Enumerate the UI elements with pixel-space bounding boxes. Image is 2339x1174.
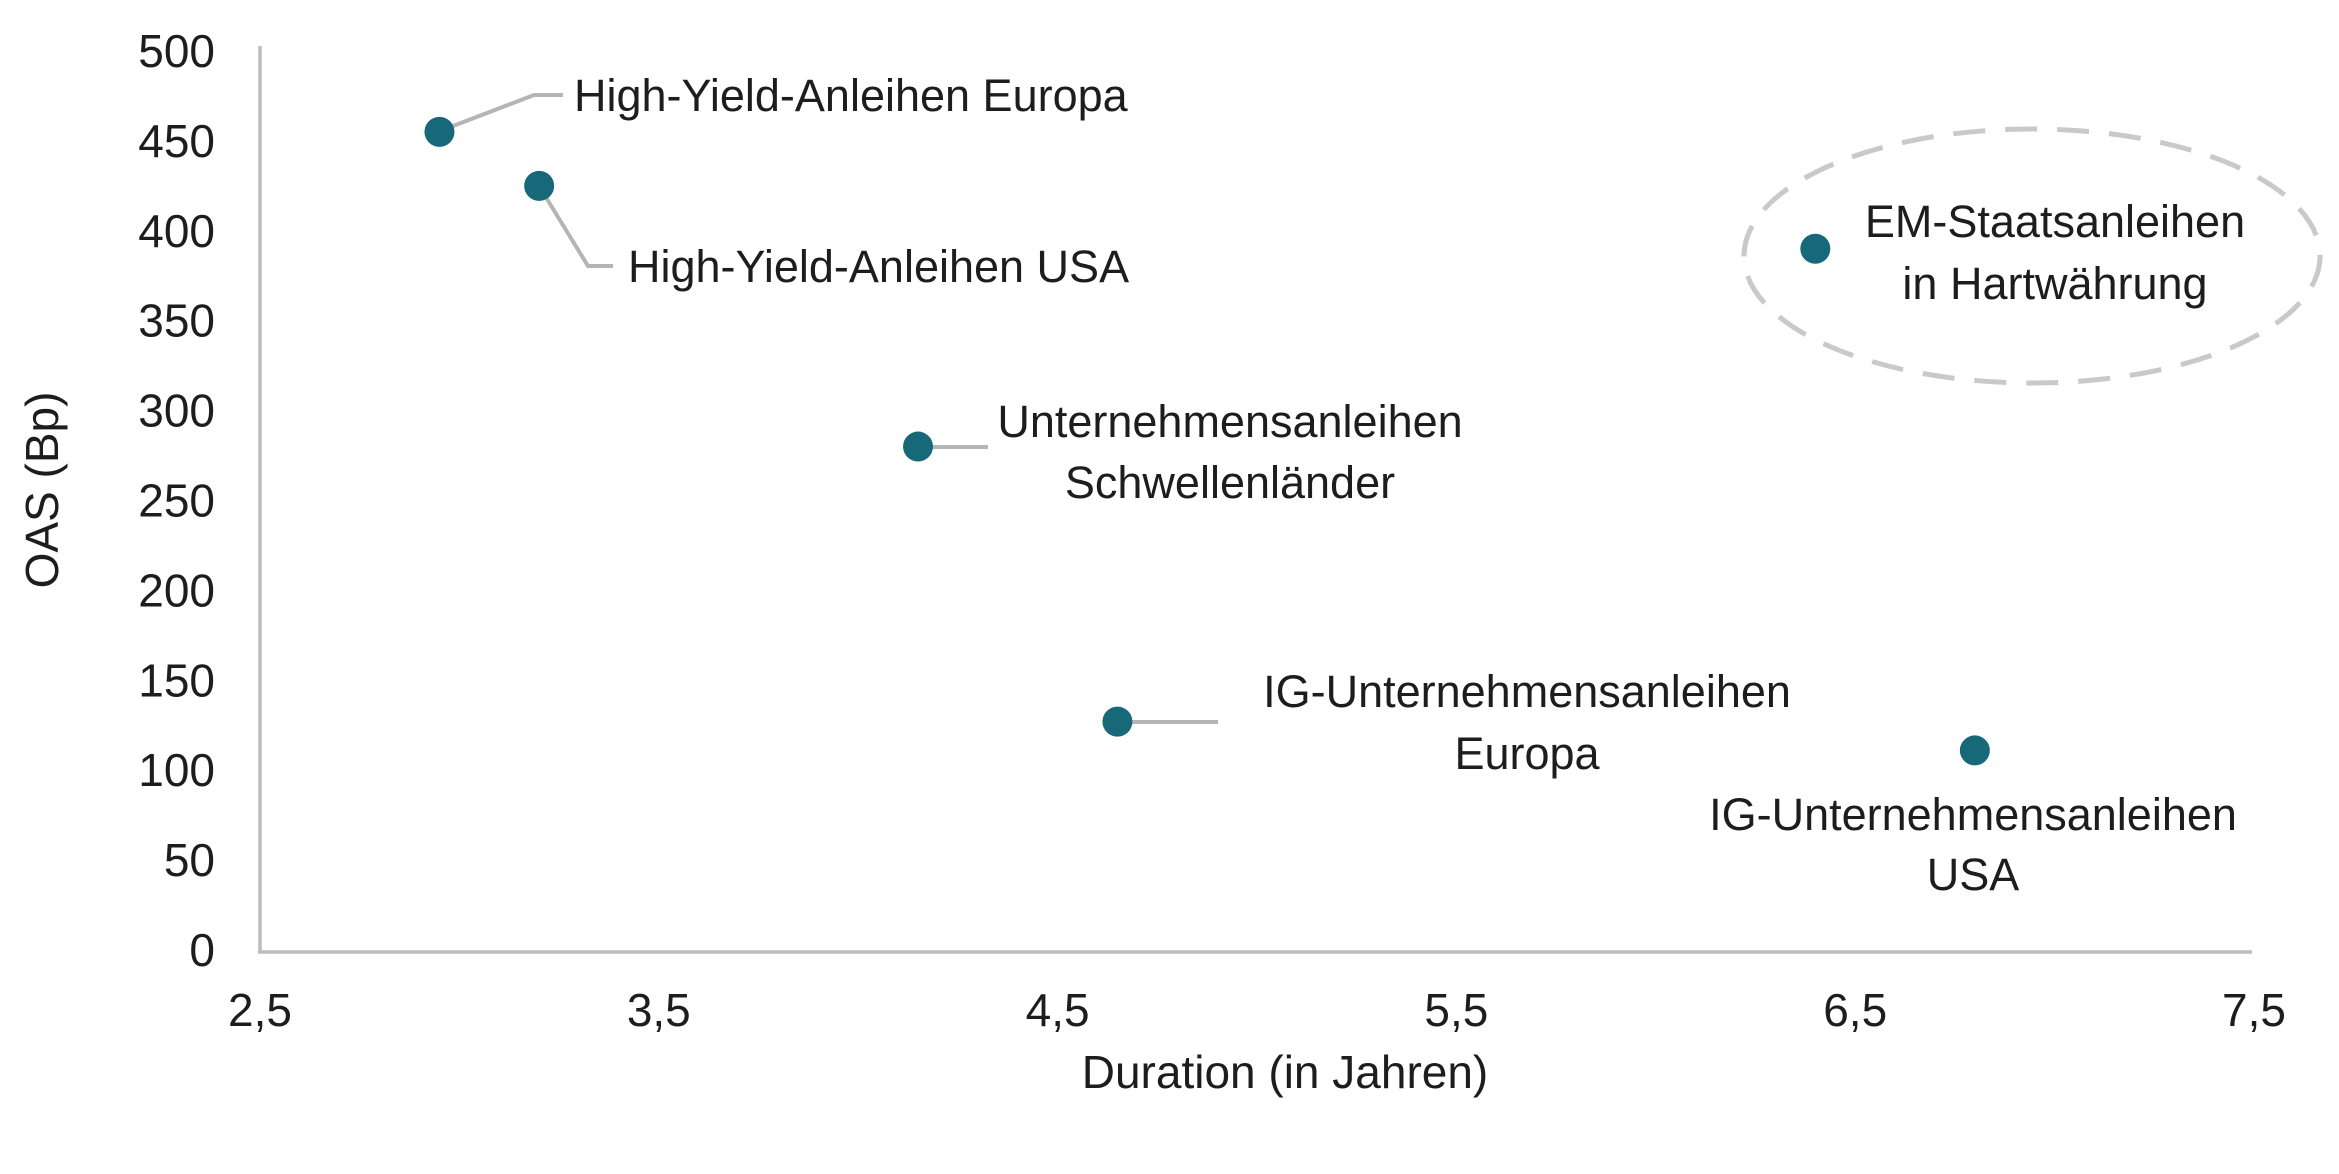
point-label-em-sovereign-line1: EM-Staatsanleihen — [1865, 196, 2245, 247]
x-axis-title: Duration (in Jahren) — [1082, 1046, 1489, 1098]
y-tick-label: 0 — [189, 924, 215, 976]
point-label-em-corporates-line1: Unternehmensanleihen — [997, 396, 1462, 447]
point-label-ig-usa-line2: USA — [1927, 849, 2020, 900]
data-point — [424, 116, 455, 147]
point-label-ig-europa-line2: Europa — [1454, 728, 1600, 779]
x-tick-label: 2,5 — [228, 984, 292, 1036]
point-label-em-corporates-line2: Schwellenländer — [1065, 457, 1395, 508]
highlight-ellipse — [1741, 126, 2323, 386]
leader-line-hy-usa — [537, 184, 613, 268]
point-label-hy-europa: High-Yield-Anleihen Europa — [574, 70, 1129, 121]
y-tick-label: 200 — [138, 564, 215, 616]
y-tick-label: 50 — [164, 834, 215, 886]
data-point — [524, 170, 555, 201]
y-tick-label: 500 — [138, 25, 215, 77]
data-point — [903, 431, 934, 462]
y-tick-label: 250 — [138, 475, 215, 527]
x-tick-label: 5,5 — [1424, 984, 1488, 1036]
x-tick-label: 6,5 — [1823, 984, 1887, 1036]
x-tick-label: 3,5 — [627, 984, 691, 1036]
y-tick-labels: 0 50 100 150 200 250 300 350 400 450 500 — [138, 25, 215, 976]
y-tick-label: 400 — [138, 205, 215, 257]
data-point — [1800, 233, 1831, 264]
y-tick-label: 100 — [138, 744, 215, 796]
leader-line-hy-europa — [439, 93, 563, 133]
data-point — [1102, 706, 1133, 737]
data-point — [1959, 735, 1990, 766]
y-tick-label: 350 — [138, 295, 215, 347]
y-tick-label: 450 — [138, 115, 215, 167]
x-tick-labels: 2,5 3,5 4,5 5,5 6,5 7,5 — [228, 984, 2286, 1036]
point-label-hy-usa: High-Yield-Anleihen USA — [628, 241, 1129, 292]
y-tick-label: 150 — [138, 654, 215, 706]
data-points — [424, 116, 1990, 766]
x-tick-label: 4,5 — [1026, 984, 1090, 1036]
point-label-ig-europa-line1: IG-Unternehmensanleihen — [1263, 666, 1791, 717]
y-tick-label: 300 — [138, 385, 215, 437]
y-axis-title: OAS (Bp) — [16, 392, 68, 589]
point-label-ig-usa-line1: IG-Unternehmensanleihen — [1709, 789, 2237, 840]
x-tick-label: 7,5 — [2222, 984, 2286, 1036]
point-label-em-sovereign-line2: in Hartwährung — [1902, 258, 2207, 309]
